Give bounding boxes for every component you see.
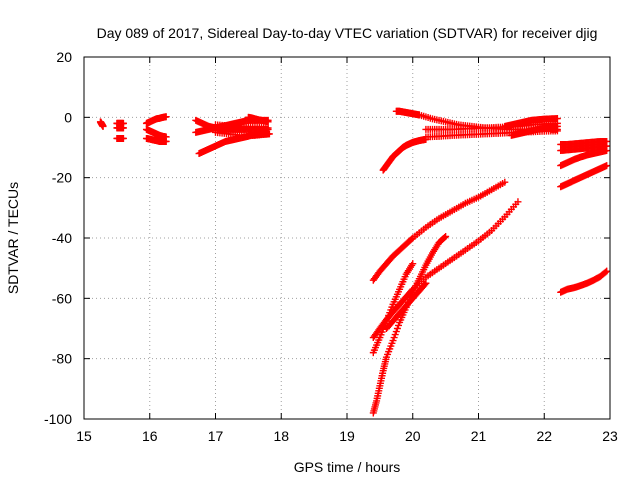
x-tick-label: 21 xyxy=(471,428,487,444)
y-tick-label: 20 xyxy=(56,49,72,65)
x-tick-label: 22 xyxy=(536,428,552,444)
x-axis-label: GPS time / hours xyxy=(294,459,401,475)
series-s1 xyxy=(96,118,107,130)
series-s29 xyxy=(557,162,611,191)
data-point xyxy=(264,124,272,132)
series-s21 xyxy=(369,178,509,284)
data-point xyxy=(602,268,610,276)
series-s15 xyxy=(392,107,423,119)
data-point xyxy=(422,279,430,287)
y-tick-label: -20 xyxy=(52,170,72,186)
data-point xyxy=(119,134,127,142)
data-point xyxy=(441,233,449,241)
data-point xyxy=(264,118,272,126)
data-point xyxy=(162,137,170,145)
series-s28 xyxy=(557,147,611,170)
series-s14 xyxy=(379,135,430,174)
series-s5 xyxy=(142,113,170,127)
data-point xyxy=(99,122,107,130)
x-tick-label: 23 xyxy=(602,428,618,444)
series-s13 xyxy=(212,121,272,132)
y-tick-label: -60 xyxy=(52,290,72,306)
series-s6 xyxy=(142,125,170,141)
series-s19 xyxy=(501,115,561,130)
data-point xyxy=(553,115,561,123)
data-points xyxy=(96,107,611,417)
series-s30 xyxy=(557,267,611,296)
series-s7 xyxy=(142,134,170,145)
x-tick-label: 15 xyxy=(76,428,92,444)
data-point xyxy=(442,232,450,240)
x-tick-label: 20 xyxy=(405,428,421,444)
series-s11 xyxy=(244,113,272,126)
series-s4 xyxy=(113,134,127,142)
data-point xyxy=(162,113,170,121)
y-tick-label: -80 xyxy=(52,351,72,367)
data-point xyxy=(409,260,417,268)
grid xyxy=(84,57,610,419)
data-point xyxy=(514,198,522,206)
axis-ticks: 15 16 17 18 19 20 21 22 23 20 0 -20 -40 -60 -80 -100 xyxy=(44,49,618,444)
chart-title: Day 089 of 2017, Sidereal Day-to-day VTE… xyxy=(97,25,598,41)
x-tick-label: 17 xyxy=(208,428,224,444)
series-s20 xyxy=(507,122,561,139)
data-point xyxy=(603,147,611,155)
series-s25 xyxy=(382,279,430,332)
data-point xyxy=(553,122,561,130)
x-tick-label: 18 xyxy=(273,428,289,444)
data-point xyxy=(603,162,611,170)
y-axis-label: SDTVAR / TECUs xyxy=(5,182,21,294)
data-point xyxy=(421,281,429,289)
x-tick-label: 19 xyxy=(339,428,355,444)
data-point xyxy=(119,124,127,132)
data-point xyxy=(603,267,611,275)
y-tick-label: 0 xyxy=(64,109,72,125)
y-tick-label: -100 xyxy=(44,411,72,427)
data-point xyxy=(264,130,272,138)
series-s12 xyxy=(212,128,272,139)
data-point xyxy=(501,178,509,186)
x-tick-label: 16 xyxy=(142,428,158,444)
series-s3 xyxy=(113,124,127,132)
y-tick-label: -40 xyxy=(52,230,72,246)
